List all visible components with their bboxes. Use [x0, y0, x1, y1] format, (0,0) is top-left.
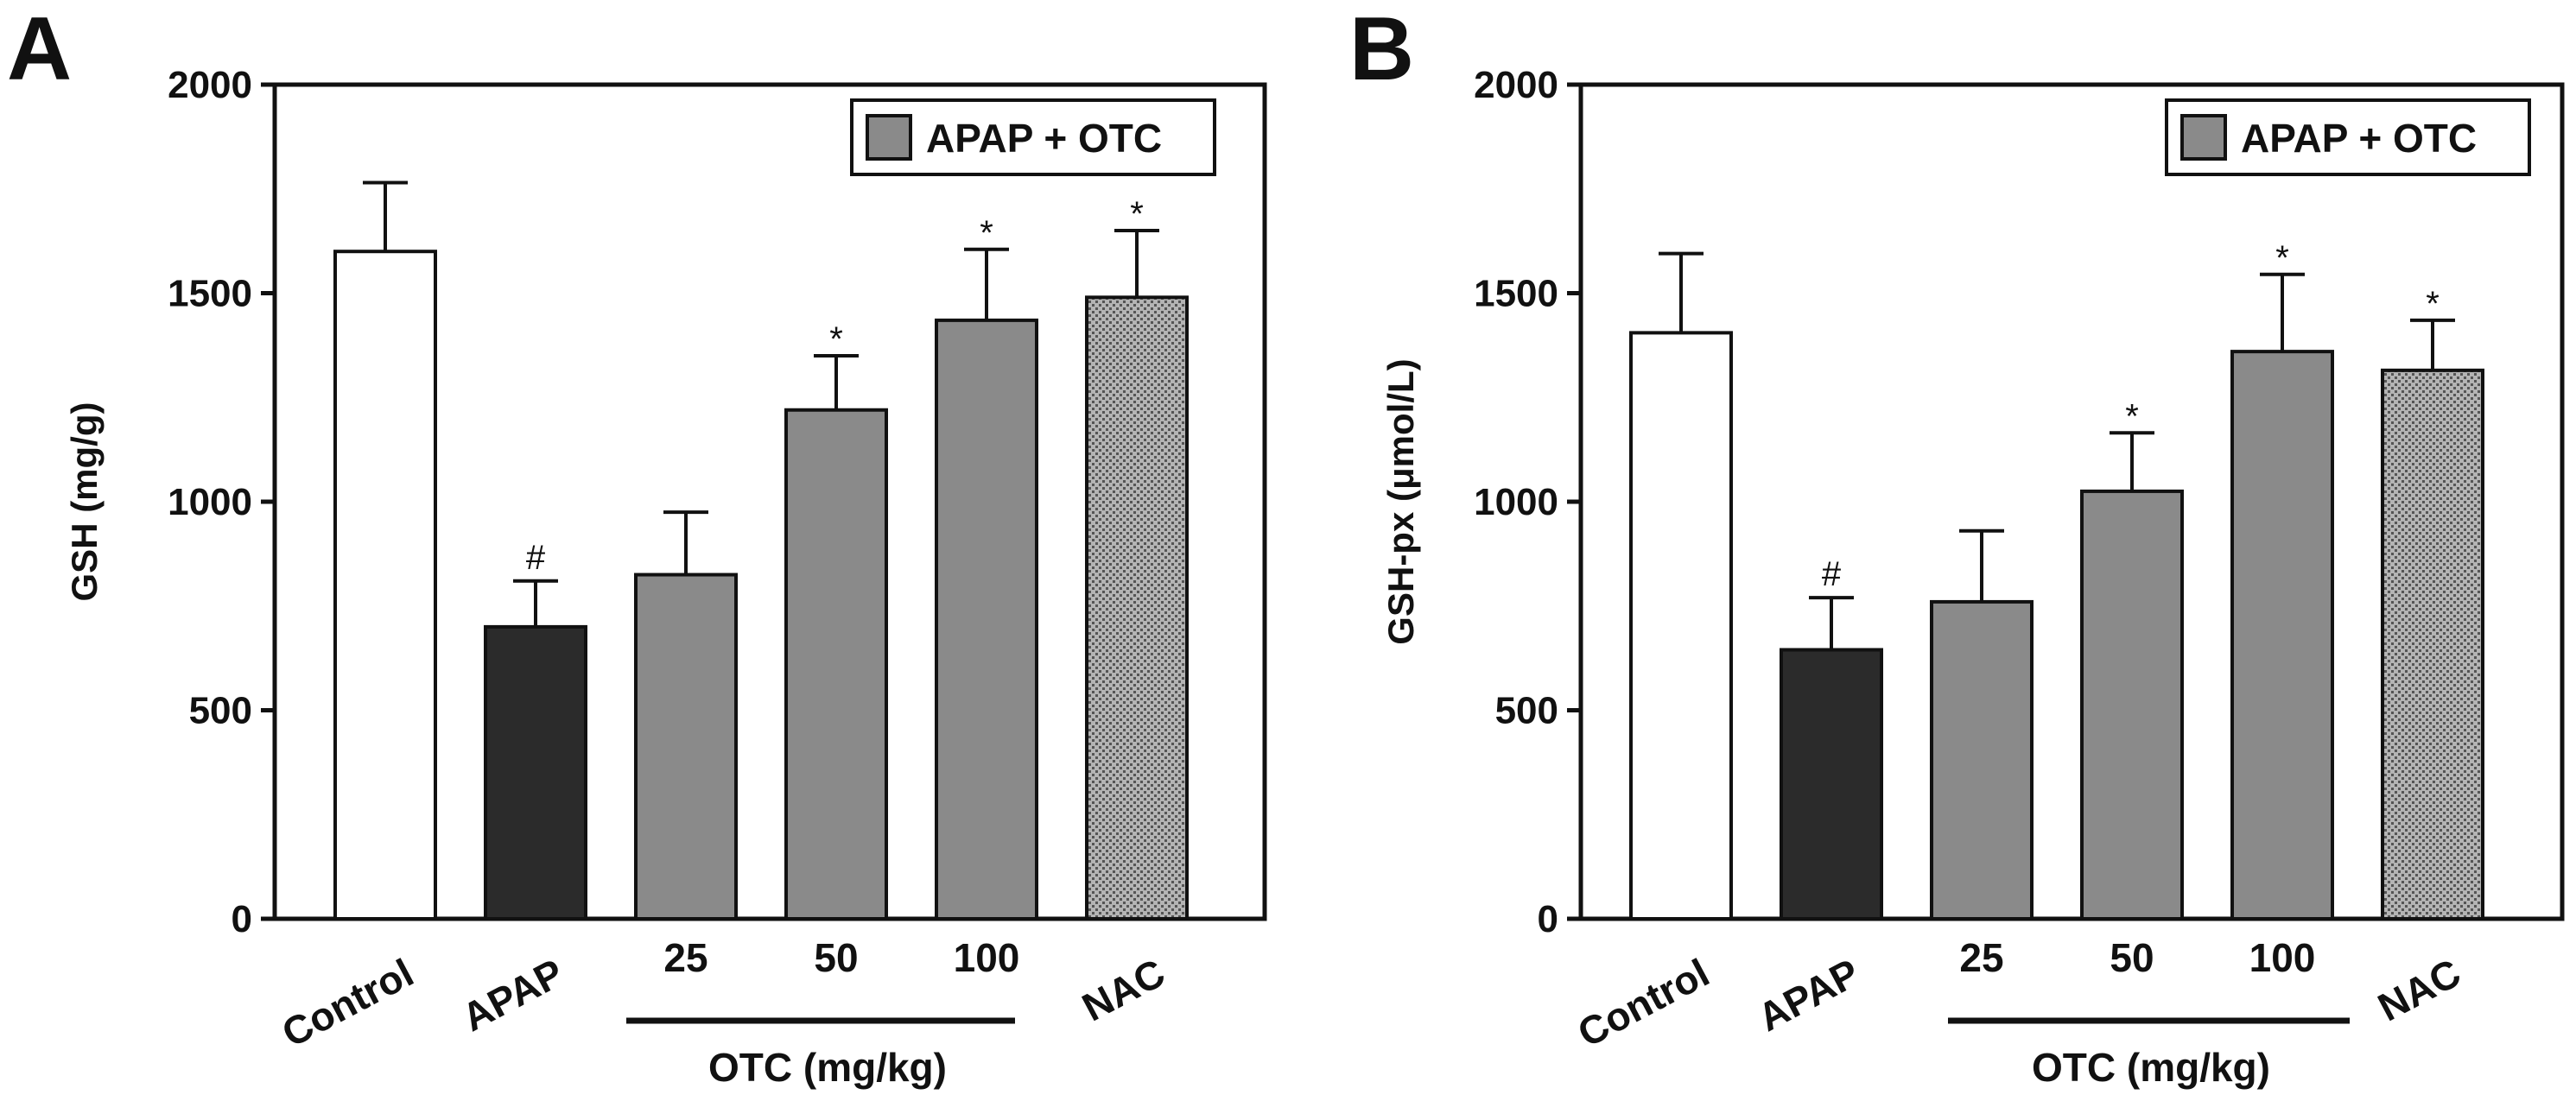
group-label: OTC (mg/kg): [2032, 1045, 2270, 1090]
significance-mark: *: [829, 320, 843, 358]
significance-mark: #: [1822, 555, 1842, 593]
category-label: 25: [1959, 935, 2003, 980]
bar-control: [333, 250, 437, 921]
panel-b: B 0 500 1000 1500 2000 GSH-px (μmol/L) Control #…: [1349, 0, 2565, 1090]
bar-nac: [1085, 295, 1189, 921]
category-label: 50: [2110, 935, 2154, 980]
legend-label: APAP + OTC: [2241, 116, 2477, 161]
bar-100: [935, 318, 1038, 921]
y-tick-label: 0: [232, 898, 252, 940]
category-label: APAP: [1750, 950, 1866, 1040]
legend-label: APAP + OTC: [926, 116, 1162, 161]
significance-mark: *: [1130, 195, 1144, 233]
y-tick-label: 1500: [168, 273, 252, 315]
category-label: APAP: [454, 950, 570, 1040]
category-label: 100: [954, 935, 1020, 980]
panel-a: A 0 500 1000 1500 2000 GSH (mg/g) Control # APAP 2…: [7, 0, 1267, 1090]
bar-25: [1930, 599, 2034, 921]
y-tick-label: 2000: [1474, 64, 1558, 106]
y-tick-label: 500: [189, 690, 252, 732]
bar-25: [634, 573, 738, 921]
bar-nac: [2381, 368, 2484, 921]
legend-swatch: [2180, 114, 2227, 161]
bar-control: [1629, 331, 1733, 921]
category-label: 25: [663, 935, 707, 980]
significance-mark: *: [2275, 239, 2289, 277]
bar-apap: [1780, 648, 1883, 921]
significance-mark: *: [2125, 397, 2139, 435]
category-label: Control: [1570, 950, 1716, 1056]
category-label: 100: [2249, 935, 2316, 980]
category-label: NAC: [2370, 950, 2467, 1030]
y-axis-label: GSH-px (μmol/L): [1380, 358, 1421, 644]
legend: APAP + OTC: [850, 98, 1216, 176]
group-label: OTC (mg/kg): [708, 1045, 947, 1090]
panel-letter: B: [1349, 0, 1414, 99]
panel-letter: A: [7, 0, 72, 99]
significance-mark: #: [526, 539, 546, 577]
legend-box: [850, 98, 1216, 176]
legend: APAP + OTC: [2165, 98, 2531, 176]
bar-50: [784, 408, 888, 921]
y-tick-label: 0: [1538, 898, 1558, 940]
category-label: NAC: [1075, 950, 1171, 1030]
bar-100: [2230, 350, 2334, 921]
y-axis-label: GSH (mg/g): [64, 402, 105, 602]
category-label: Control: [275, 950, 421, 1056]
y-tick-label: 1000: [168, 481, 252, 523]
y-tick-label: 1500: [1474, 273, 1558, 315]
significance-mark: *: [2426, 285, 2440, 323]
bar-50: [2080, 489, 2184, 921]
y-tick-label: 500: [1495, 690, 1558, 732]
legend-swatch: [866, 114, 912, 161]
y-tick-label: 1000: [1474, 481, 1558, 523]
y-tick-label: 2000: [168, 64, 252, 106]
category-label: 50: [814, 935, 858, 980]
bar-apap: [484, 624, 587, 921]
significance-mark: *: [980, 214, 993, 252]
